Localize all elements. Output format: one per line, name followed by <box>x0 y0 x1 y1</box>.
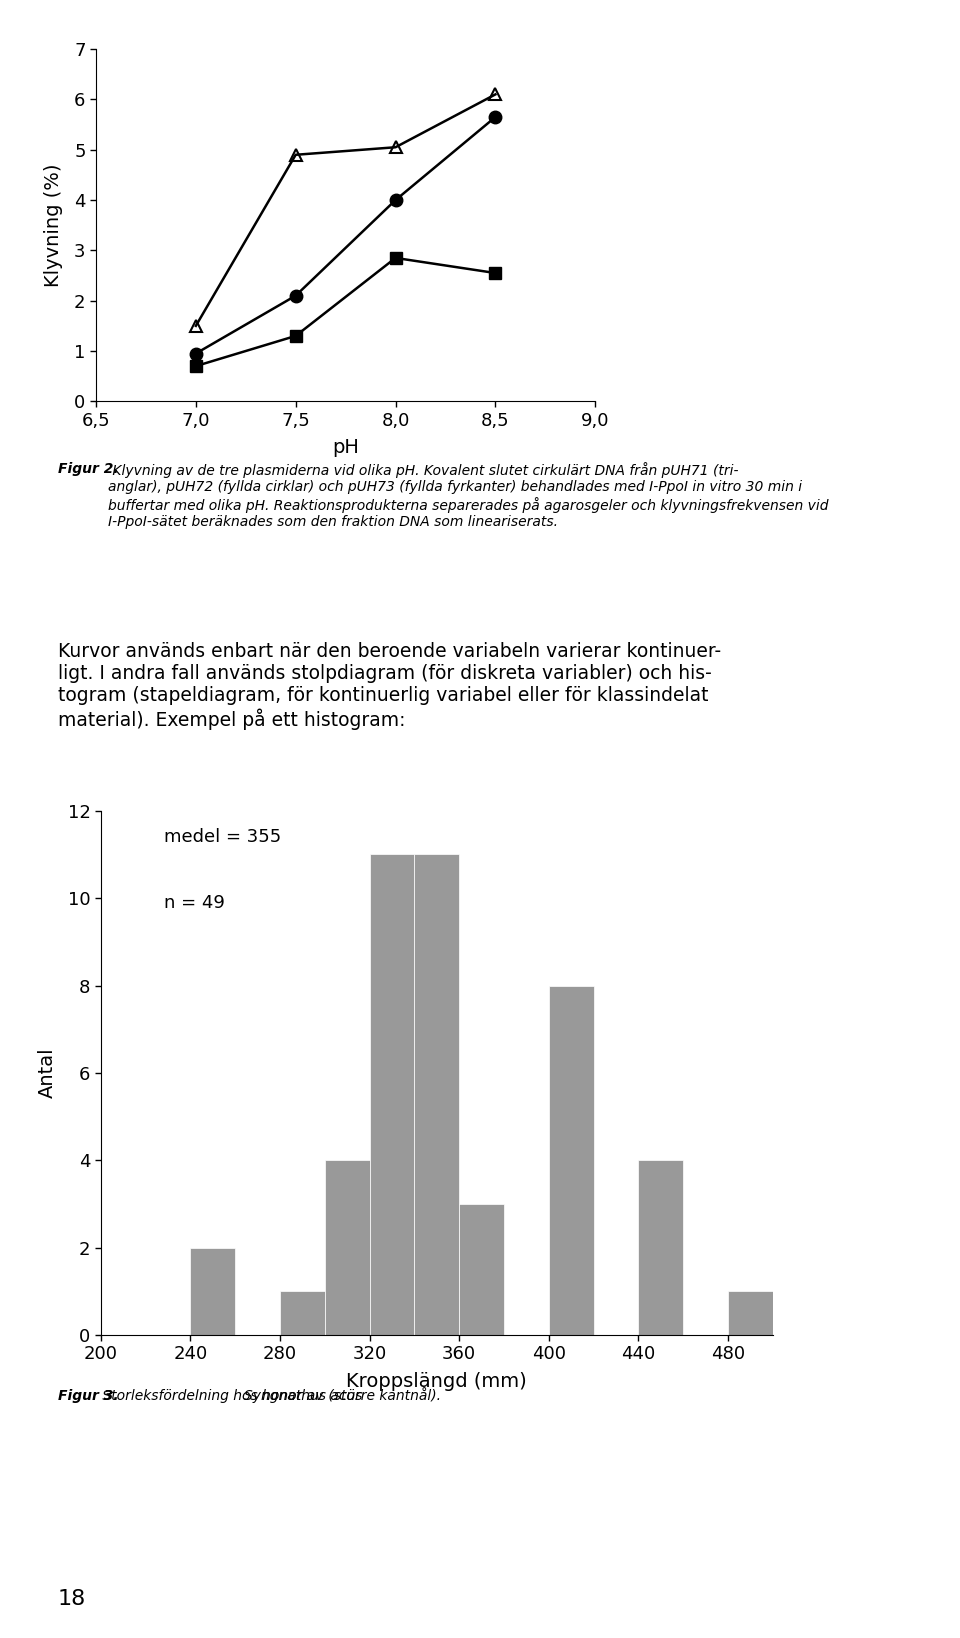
Text: Syngnathus acus: Syngnathus acus <box>244 1389 362 1404</box>
Bar <box>459 1204 504 1335</box>
Bar <box>638 1160 684 1335</box>
Text: medel = 355: medel = 355 <box>163 829 280 847</box>
Bar <box>728 1291 773 1335</box>
Text: 18: 18 <box>58 1589 85 1609</box>
Bar <box>370 855 415 1335</box>
Text: Figur 2.: Figur 2. <box>58 462 118 477</box>
Text: Klyvning av de tre plasmiderna vid olika pH. Kovalent slutet cirkulärt DNA från : Klyvning av de tre plasmiderna vid olika… <box>108 462 828 529</box>
X-axis label: Kroppslängd (mm): Kroppslängd (mm) <box>347 1371 527 1391</box>
Text: n = 49: n = 49 <box>163 894 225 912</box>
Text: Kurvor används enbart när den beroende variabeln varierar kontinuer-
ligt. I and: Kurvor används enbart när den beroende v… <box>58 642 721 731</box>
Text: Figur 3.: Figur 3. <box>58 1389 118 1404</box>
Bar <box>549 986 593 1335</box>
Bar <box>324 1160 370 1335</box>
Bar <box>280 1291 324 1335</box>
Text: (större kantnål).: (större kantnål). <box>324 1389 441 1404</box>
Bar <box>415 855 459 1335</box>
Y-axis label: Antal: Antal <box>37 1048 57 1097</box>
Text: Storleksfördelning hos honor av: Storleksfördelning hos honor av <box>98 1389 327 1404</box>
X-axis label: pH: pH <box>332 437 359 457</box>
Bar <box>190 1248 235 1335</box>
Y-axis label: Klyvning (%): Klyvning (%) <box>44 164 63 287</box>
